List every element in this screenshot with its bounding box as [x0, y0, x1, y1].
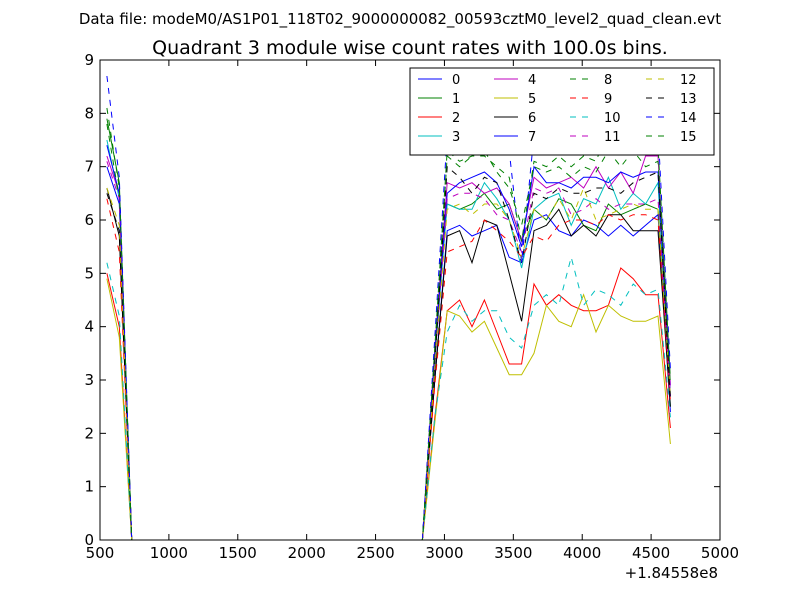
legend-label-1: 1	[452, 92, 460, 107]
series-4-line	[106, 155, 671, 540]
legend-label-12: 12	[680, 73, 697, 88]
series-7-line	[106, 145, 671, 540]
series-0-line	[106, 166, 671, 540]
series-13-line	[106, 165, 671, 540]
series-6-line	[106, 187, 671, 540]
legend-label-6: 6	[528, 111, 536, 126]
y-tick-label: 3	[84, 371, 94, 389]
y-tick-label: 1	[84, 478, 94, 496]
legend-label-7: 7	[528, 130, 536, 145]
x-tick-label: 3500	[494, 544, 532, 562]
plot-frame	[99, 59, 721, 541]
x-tick-label: 3000	[425, 544, 463, 562]
series-12-line	[106, 186, 671, 540]
series-10-line	[106, 255, 671, 540]
series-3-line	[106, 139, 671, 540]
y-tick-label: 9	[84, 51, 94, 69]
x-tick-label: 5000	[701, 544, 739, 562]
legend-box	[409, 67, 715, 156]
axis-ticks: 500 1000 1500 2000 2500 3000 3500 4000 4500 5000 0…	[84, 51, 739, 562]
legend-label-8: 8	[604, 73, 612, 88]
legend-label-11: 11	[604, 130, 621, 145]
x-tick-label: 1000	[150, 544, 188, 562]
data-file-label: Data file: modeM0/AS1P01_118T02_90000000…	[79, 10, 721, 29]
legend-label-15: 15	[680, 130, 697, 145]
y-tick-label: 4	[84, 318, 94, 336]
legend-label-3: 3	[452, 130, 460, 145]
legend-label-2: 2	[452, 111, 460, 126]
x-tick-label: 2500	[356, 544, 394, 562]
y-tick-label: 6	[84, 211, 94, 229]
legend-label-5: 5	[528, 92, 536, 107]
series-15-line	[106, 107, 671, 540]
x-tick-label: 1500	[219, 544, 257, 562]
legend-label-4: 4	[528, 73, 536, 88]
series-9-line	[106, 198, 671, 540]
legend-label-14: 14	[680, 111, 697, 126]
y-tick-label: 5	[84, 264, 94, 282]
chart-title: Quadrant 3 module wise count rates with …	[152, 37, 668, 59]
x-tick-label: 2000	[288, 544, 326, 562]
series-1-line	[106, 118, 671, 540]
y-tick-label: 7	[84, 158, 94, 176]
y-tick-label: 0	[84, 531, 94, 549]
y-tick-label: 2	[84, 424, 94, 442]
x-tick-label: 500	[86, 544, 115, 562]
legend-label-10: 10	[604, 111, 621, 126]
x-tick-label: 4500	[632, 544, 670, 562]
series-8-line	[106, 123, 671, 540]
x-tick-label: 4000	[563, 544, 601, 562]
series-2-line	[106, 267, 671, 540]
legend-label-13: 13	[680, 92, 697, 107]
series-5-line	[106, 278, 671, 540]
y-tick-label: 8	[84, 104, 94, 122]
series-11-line	[106, 161, 671, 540]
legend-label-9: 9	[604, 92, 612, 107]
legend-label-0: 0	[452, 73, 460, 88]
x-axis-offset-label: +1.84558e8	[625, 564, 718, 582]
